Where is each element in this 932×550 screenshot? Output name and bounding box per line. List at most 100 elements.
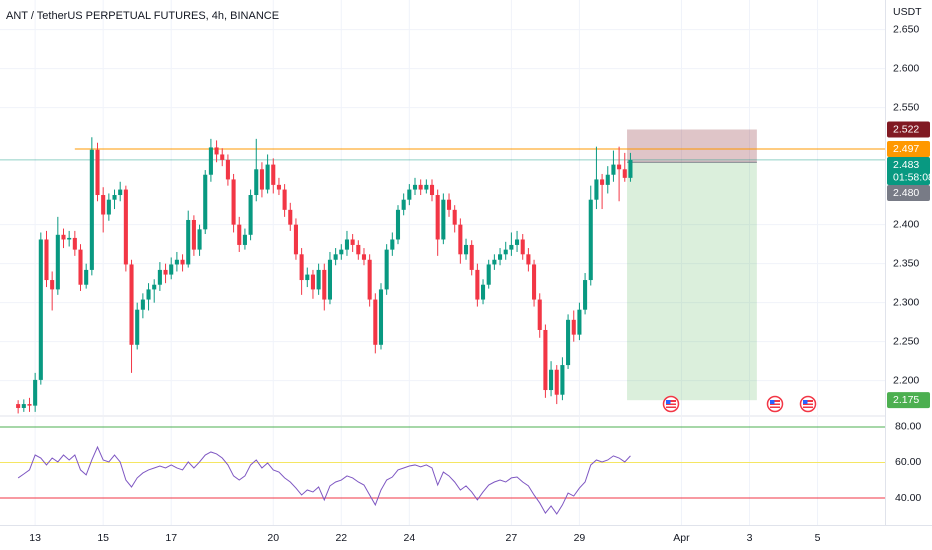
candle-body [384, 249, 389, 290]
candle-body [344, 239, 350, 250]
candle-body [33, 379, 38, 406]
candle-body [435, 195, 440, 240]
candle-body [197, 229, 202, 250]
candle-body [566, 319, 571, 366]
candle-body [526, 254, 531, 265]
candle-body [543, 329, 548, 391]
candle-body [254, 169, 259, 196]
candle-body [38, 239, 43, 380]
x-tick-label: 29 [574, 532, 586, 544]
candle-body [84, 269, 89, 285]
candle-body [72, 237, 77, 250]
candle-body [429, 184, 435, 196]
candle-body [157, 269, 162, 285]
candle-body [469, 244, 474, 270]
candle-body [293, 224, 298, 255]
candle-body [237, 224, 242, 245]
candle-body [611, 164, 616, 175]
x-tick-label: 13 [29, 532, 41, 544]
candle-body [554, 369, 559, 395]
candle-body [123, 189, 128, 265]
candle-body [316, 269, 321, 290]
candle-body [101, 195, 106, 215]
rsi-tick-label: 60.00 [895, 456, 921, 468]
y-tick-label: 2.300 [893, 296, 919, 308]
event-flag[interactable] [799, 395, 817, 413]
candle-body [571, 319, 576, 335]
event-flag[interactable] [662, 395, 680, 413]
y-tick-label: 2.600 [893, 62, 919, 74]
candle-body [78, 249, 83, 285]
candle-body [67, 237, 72, 240]
price-label [887, 121, 930, 138]
candle-body [486, 264, 491, 285]
candle-body [231, 179, 236, 225]
candle-body [118, 189, 123, 196]
x-tick-label: 5 [815, 532, 821, 544]
candle-body [492, 259, 497, 265]
candle-body [146, 289, 151, 300]
price-label [887, 184, 930, 201]
candle-body [21, 404, 26, 408]
candle-body [463, 244, 469, 255]
candle-body [265, 164, 270, 190]
candle-body [276, 184, 281, 190]
rsi-panel [0, 426, 885, 515]
candle-body [622, 169, 627, 178]
event-flag[interactable] [766, 395, 784, 413]
candle-body [395, 209, 401, 240]
candle-body [407, 189, 412, 200]
candle-body [412, 184, 418, 190]
candle-body [327, 259, 333, 300]
candle-body [475, 269, 480, 300]
candle-body [50, 280, 55, 290]
candle-body [373, 299, 378, 345]
overlay [0, 129, 885, 401]
y-tick-label: 2.250 [893, 335, 919, 347]
candle-body [361, 254, 367, 260]
price-label-text: 2.522 [893, 123, 919, 135]
candle-body [594, 179, 599, 200]
candle-body [509, 244, 514, 250]
y-tick-label: 2.550 [893, 101, 919, 113]
x-tick-label: 17 [165, 532, 177, 544]
candle-body [55, 234, 60, 290]
candle-body [600, 179, 605, 185]
candle-body [367, 259, 372, 300]
price-label-text: 2.483 [893, 159, 919, 171]
candle-body [532, 264, 537, 300]
candle-body [390, 239, 395, 250]
price-label-text: 2.480 [893, 187, 919, 199]
x-tick-label: 24 [403, 532, 415, 544]
candle-body [191, 219, 196, 250]
candle-body [356, 244, 361, 255]
candle-body [61, 234, 66, 240]
stop-zone [627, 129, 757, 163]
candle-body [628, 159, 633, 178]
price-label-text: 2.175 [893, 394, 919, 406]
candle-body [208, 147, 213, 175]
candle-body [163, 269, 168, 275]
candle-body [401, 199, 406, 210]
candle-body [140, 299, 145, 310]
candle-body [248, 195, 253, 235]
x-tick-label: 15 [97, 532, 109, 544]
x-tick-label: 20 [267, 532, 279, 544]
candle-body [577, 309, 582, 335]
candle-body [271, 164, 276, 185]
y-tick-label: 2.200 [893, 374, 919, 386]
candle-body [458, 224, 463, 255]
x-tick-label: 3 [747, 532, 753, 544]
event-flags [662, 395, 817, 413]
candle-body [95, 149, 100, 196]
x-tick-label: 27 [506, 532, 518, 544]
rsi-tick-label: 40.00 [895, 492, 921, 504]
candle-body [333, 254, 338, 260]
candle-body [560, 365, 565, 395]
candles [16, 137, 633, 414]
y-tick-label: 2.650 [893, 23, 919, 35]
